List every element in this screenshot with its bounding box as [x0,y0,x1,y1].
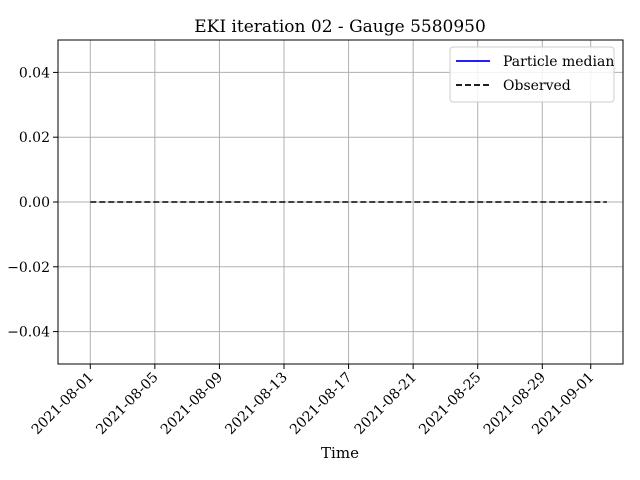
y-tick-label: −0.04 [7,325,50,341]
x-tick-label: 2021-08-01 [29,370,97,438]
y-tick-label: 0.00 [19,195,50,211]
x-tick-label: 2021-08-09 [158,370,226,438]
legend-box [449,46,615,103]
x-axis: 2021-08-012021-08-052021-08-092021-08-13… [29,364,598,438]
x-tick-label: 2021-08-25 [416,370,484,438]
legend-label: Particle median [503,54,614,70]
x-tick-label: 2021-08-21 [352,370,420,438]
x-tick-label: 2021-08-13 [222,370,290,438]
y-tick-label: −0.02 [7,260,50,276]
x-tick-label: 2021-08-17 [287,370,355,438]
legend: Particle median Observed [449,46,615,103]
x-axis-label: Time [321,444,359,462]
x-tick-label: 2021-08-05 [93,370,161,438]
y-axis: 0.04 0.02 0.00 −0.02 −0.04 [7,65,58,341]
y-tick-label: 0.02 [19,130,50,146]
y-tick-label: 0.04 [19,65,50,81]
legend-label: Observed [503,78,571,94]
chart-title: EKI iteration 02 - Gauge 5580950 [194,17,486,37]
